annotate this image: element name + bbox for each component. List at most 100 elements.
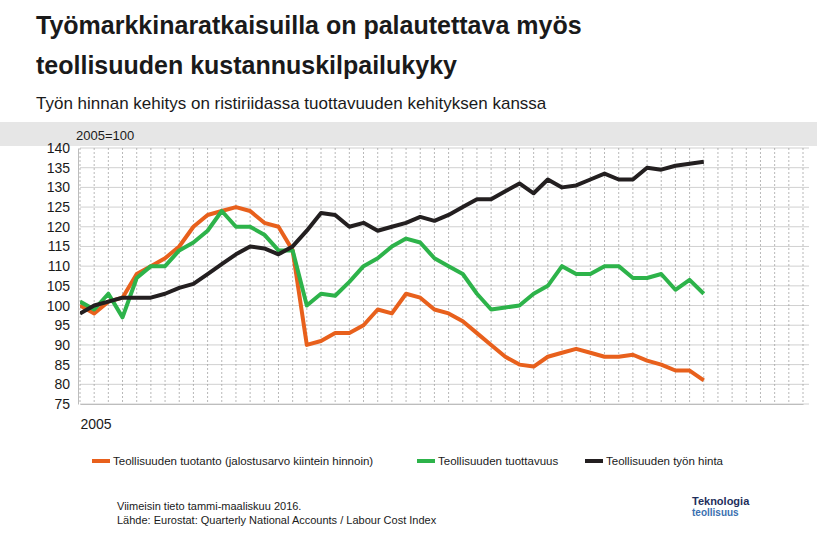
y-tick-label: 90 <box>54 337 70 353</box>
legend-swatch <box>417 459 435 463</box>
grid-line-y <box>80 384 809 385</box>
grid-line-y <box>80 148 809 149</box>
grid-line-x <box>703 148 704 404</box>
grid <box>80 148 809 404</box>
grid-line-x <box>306 148 307 404</box>
y-tick-label: 140 <box>47 140 71 156</box>
grid-line-x <box>689 148 690 404</box>
title: Työmarkkinaratkaisuilla on palautettava … <box>36 11 582 39</box>
legend-label: Teollisuuden tuotanto (jalostusarvo kiin… <box>113 455 373 467</box>
annotation: 2005=100 <box>76 128 134 143</box>
grid-line-x <box>264 148 265 404</box>
y-tick: 135 <box>47 160 78 176</box>
grid-line-x <box>448 148 449 404</box>
x-axis: 2005 <box>81 404 804 432</box>
y-tick-label: 75 <box>54 396 70 412</box>
grid-line-x <box>150 148 151 404</box>
y-axis: 75 80 85 90 95 100 105 110 115 120 125 130 135 140 <box>47 140 79 412</box>
grid-line-x <box>732 148 733 404</box>
logo: Teknologia <box>692 495 750 507</box>
y-tick: 110 <box>48 258 78 274</box>
grid-line-y <box>80 305 809 306</box>
y-tick-label: 105 <box>47 278 71 294</box>
y-tick: 125 <box>47 199 78 215</box>
note: Lähde: Eurostat: Quarterly National Acco… <box>117 514 437 526</box>
y-tick: 85 <box>54 357 78 373</box>
y-tick-label: 85 <box>54 357 70 373</box>
grid-line-x <box>278 148 279 404</box>
grid-line-x <box>221 148 222 404</box>
y-tick-label: 100 <box>47 298 71 314</box>
grid-line-x <box>420 148 421 404</box>
y-tick: 100 <box>47 298 78 314</box>
logo: teollisuus <box>692 507 739 518</box>
y-axis-line <box>78 149 79 405</box>
y-tick: 80 <box>54 376 78 392</box>
legend-label: Teollisuuden työn hinta <box>606 455 724 467</box>
title: teollisuuden kustannuskilpailukyky <box>36 51 457 79</box>
y-tick-label: 135 <box>47 160 71 176</box>
grid-line-x <box>774 148 775 404</box>
grid-line-y <box>80 404 809 405</box>
grid-line-x <box>476 148 477 404</box>
grid-line-y <box>80 207 809 208</box>
grid-line-x <box>675 148 676 404</box>
grid-line-x <box>377 148 378 404</box>
grid-line-x <box>547 148 548 404</box>
grid-line-x <box>179 148 180 404</box>
grid-line-x <box>94 148 95 404</box>
chart: Työmarkkinaratkaisuilla on palautettava … <box>0 0 817 544</box>
y-tick-label: 95 <box>54 317 70 333</box>
legend: Teollisuuden tuotanto (jalostusarvo kiin… <box>92 455 724 467</box>
grid-line-x <box>292 148 293 404</box>
y-tick-label: 120 <box>47 219 71 235</box>
y-tick: 105 <box>47 278 78 294</box>
y-tick: 130 <box>47 179 78 195</box>
grid-line-x <box>760 148 761 404</box>
y-tick-label: 125 <box>47 199 71 215</box>
series-line <box>80 207 704 380</box>
grid-line-x <box>788 148 789 404</box>
legend-swatch <box>585 459 603 463</box>
note: Viimeisin tieto tammi-maaliskuu 2016. <box>117 500 301 512</box>
grid-line-x <box>250 148 251 404</box>
grid-line-y <box>80 187 809 188</box>
legend-label: Teollisuuden tuottavuus <box>438 455 558 467</box>
lines <box>80 162 704 381</box>
grid-line-x <box>321 148 322 404</box>
grid-line-y <box>80 226 809 227</box>
y-tick: 115 <box>48 238 78 254</box>
y-tick-label: 110 <box>48 258 71 274</box>
grid-line-x <box>803 148 804 404</box>
grid-line-x <box>505 148 506 404</box>
grid-line-y <box>80 344 809 345</box>
grid-line-x <box>108 148 109 404</box>
grid-line-x <box>349 148 350 404</box>
plot-background <box>78 148 815 404</box>
x-axis-line <box>81 404 804 405</box>
y-tick: 95 <box>54 317 78 333</box>
grid-line-y <box>80 325 809 326</box>
y-tick-label: 80 <box>54 376 70 392</box>
grid-line-x <box>604 148 605 404</box>
grid-line-y <box>80 364 809 365</box>
grid-line-x <box>717 148 718 404</box>
x-tick: 2005 <box>81 404 112 432</box>
y-tick: 90 <box>54 337 78 353</box>
grid-line-x <box>235 148 236 404</box>
header-band <box>0 122 817 146</box>
y-tick: 140 <box>47 140 78 156</box>
legend-swatch <box>92 459 110 463</box>
grid-line-x <box>363 148 364 404</box>
grid-line-x <box>80 148 81 404</box>
y-tick: 120 <box>47 219 78 235</box>
grid-line-x <box>165 148 166 404</box>
grid-line-x <box>406 148 407 404</box>
subtitle: Työn hinnan kehitys on ristiriidassa tuo… <box>36 94 547 113</box>
y-tick-label: 130 <box>47 179 71 195</box>
grid-line-x <box>122 148 123 404</box>
series-line <box>80 162 704 314</box>
grid-line-x <box>746 148 747 404</box>
grid-line-x <box>434 148 435 404</box>
grid-line-x <box>391 148 392 404</box>
